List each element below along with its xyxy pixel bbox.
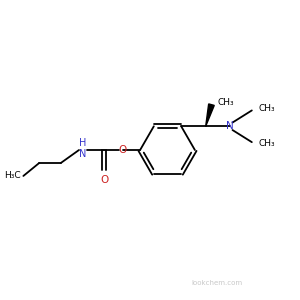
Text: CH₃: CH₃ <box>258 104 275 113</box>
Text: CH₃: CH₃ <box>218 98 234 107</box>
Text: H₃C: H₃C <box>4 171 21 180</box>
Text: CH₃: CH₃ <box>258 139 275 148</box>
Text: lookchem.com: lookchem.com <box>191 280 242 286</box>
Text: O: O <box>100 176 108 185</box>
Polygon shape <box>206 104 214 126</box>
Text: H
N: H N <box>79 138 86 159</box>
Text: N: N <box>226 121 234 131</box>
Text: O: O <box>119 145 127 155</box>
